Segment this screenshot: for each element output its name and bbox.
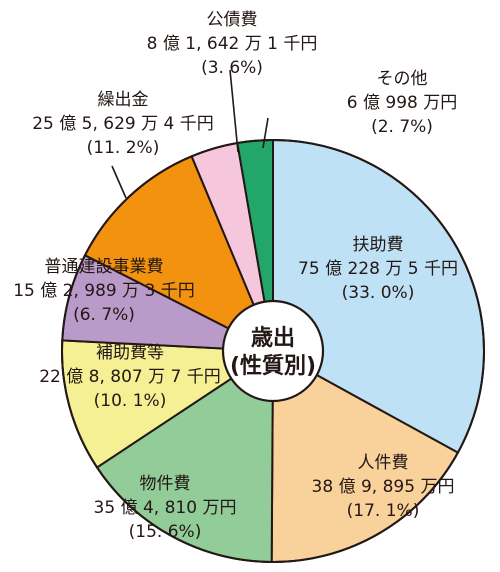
slice-label-amount-futsukensetsu: 15 億 2, 989 万 3 千円	[13, 281, 195, 301]
leader-line-sonota	[262, 117, 269, 149]
leader-line-kuridashi	[111, 165, 127, 199]
slice-label-amount-kuridashikin: 25 億 5, 629 万 4 千円	[32, 114, 214, 134]
leader-line-kouseihi	[229, 69, 239, 153]
slice-label-amount-kouseihi: 8 億 1, 642 万 1 千円	[147, 34, 318, 54]
slice-label-amount-jinkenhi: 38 億 9, 895 万円	[312, 477, 455, 497]
slice-label-percent-kouseihi: (3. 6%)	[201, 58, 263, 78]
pie-outline	[61, 139, 485, 563]
slice-label-percent-fujohi: (33. 0%)	[342, 283, 415, 303]
slice-label-name-bukkenhi: 物件費	[140, 474, 191, 494]
slice-label-percent-bukkenhi: (15. 6%)	[129, 522, 202, 542]
slice-label-name-kouseihi: 公債費	[207, 10, 258, 30]
slice-label-percent-futsukensetsu: (6. 7%)	[73, 305, 135, 325]
slice-label-percent-sonota: (2. 7%)	[371, 117, 433, 137]
center-title-line1: 歳出	[251, 326, 295, 351]
center-circle	[221, 299, 325, 403]
slice-label-name-kuridashikin: 繰出金	[98, 90, 149, 110]
slice-label-name-sonota: その他	[377, 69, 428, 89]
slice-label-percent-hojohito: (10. 1%)	[94, 391, 167, 411]
slice-label-amount-sonota: 6 億 998 万円	[347, 93, 457, 113]
slice-label-percent-jinkenhi: (17. 1%)	[347, 501, 420, 521]
slice-label-amount-hojohito: 22 億 8, 807 万 7 千円	[39, 367, 221, 387]
slice-label-name-hojohito: 補助費等	[96, 343, 164, 363]
slice-labels: 扶助費 75 億 228 万 5 千円 (33. 0%) 人件費 38 億 9, 895…	[13, 10, 458, 542]
slice-label-amount-bukkenhi: 35 億 4, 810 万円	[94, 498, 237, 518]
leader-lines	[111, 69, 269, 199]
slice-label-name-jinkenhi: 人件費	[358, 453, 409, 473]
slice-label-amount-fujohi: 75 億 228 万 5 千円	[298, 259, 458, 279]
center-title-line2: (性質別)	[230, 354, 316, 379]
slice-label-name-fujohi: 扶助費	[353, 235, 404, 255]
pie-slices	[61, 139, 485, 564]
slice-label-percent-kuridashikin: (11. 2%)	[87, 138, 160, 158]
slice-label-name-futsukensetsu: 普通建設事業費	[45, 257, 164, 277]
